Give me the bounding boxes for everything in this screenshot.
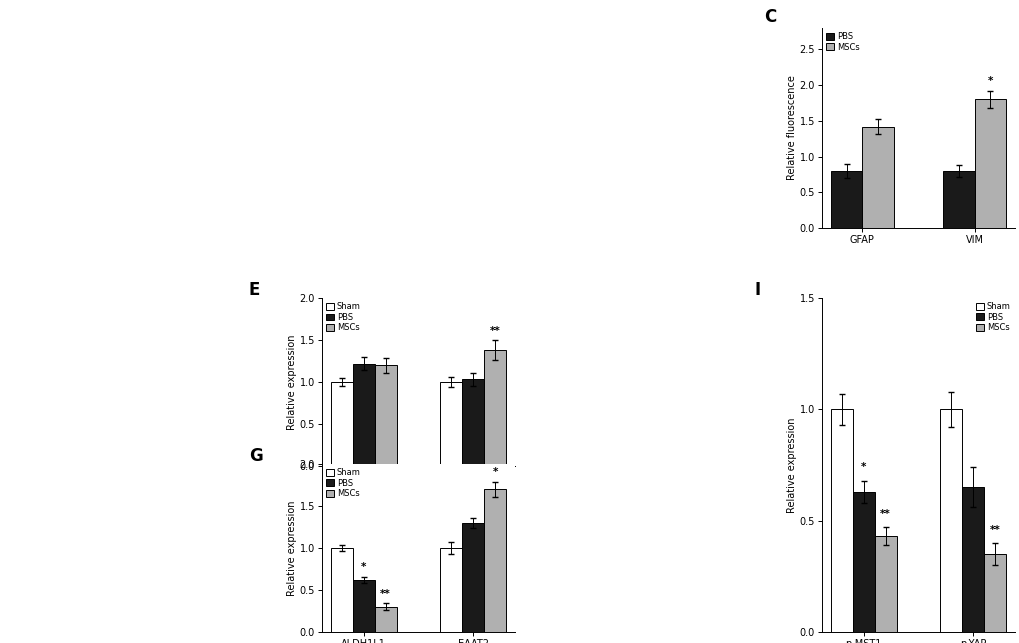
Bar bbox=[440, 548, 462, 632]
Y-axis label: Relative expression: Relative expression bbox=[286, 500, 297, 596]
Bar bbox=[974, 100, 1005, 228]
Bar bbox=[484, 489, 505, 632]
Text: I: I bbox=[754, 281, 760, 299]
Bar bbox=[353, 363, 374, 466]
Text: E: E bbox=[249, 281, 260, 299]
Text: G: G bbox=[249, 447, 262, 465]
Y-axis label: Relative expression: Relative expression bbox=[286, 334, 297, 430]
Text: **: ** bbox=[879, 509, 891, 519]
Bar bbox=[462, 379, 484, 466]
Bar bbox=[829, 171, 861, 228]
Bar bbox=[353, 580, 374, 632]
Bar bbox=[852, 492, 873, 632]
Legend: Sham, PBS, MSCs: Sham, PBS, MSCs bbox=[324, 300, 362, 334]
Text: *: * bbox=[361, 563, 366, 572]
Bar bbox=[829, 410, 852, 632]
Y-axis label: Relative fluorescence: Relative fluorescence bbox=[786, 76, 796, 181]
Text: C: C bbox=[763, 8, 775, 26]
Bar bbox=[943, 171, 974, 228]
Text: *: * bbox=[860, 462, 865, 472]
Text: **: ** bbox=[489, 326, 500, 336]
Bar bbox=[440, 382, 462, 466]
Bar bbox=[873, 536, 896, 632]
Bar bbox=[374, 607, 396, 632]
Bar bbox=[861, 127, 893, 228]
Bar bbox=[374, 365, 396, 466]
Bar bbox=[462, 523, 484, 632]
Bar bbox=[983, 554, 1005, 632]
Legend: Sham, PBS, MSCs: Sham, PBS, MSCs bbox=[973, 300, 1012, 334]
Bar bbox=[940, 410, 961, 632]
Legend: Sham, PBS, MSCs: Sham, PBS, MSCs bbox=[324, 467, 362, 500]
Bar bbox=[330, 548, 353, 632]
Bar bbox=[961, 487, 983, 632]
Text: **: ** bbox=[380, 589, 390, 599]
Bar bbox=[484, 350, 505, 466]
Text: *: * bbox=[986, 76, 993, 86]
Y-axis label: Relative expression: Relative expression bbox=[786, 417, 796, 512]
Bar bbox=[330, 382, 353, 466]
Text: **: ** bbox=[988, 525, 1000, 534]
Legend: PBS, MSCs: PBS, MSCs bbox=[823, 30, 861, 53]
Text: *: * bbox=[492, 467, 497, 478]
